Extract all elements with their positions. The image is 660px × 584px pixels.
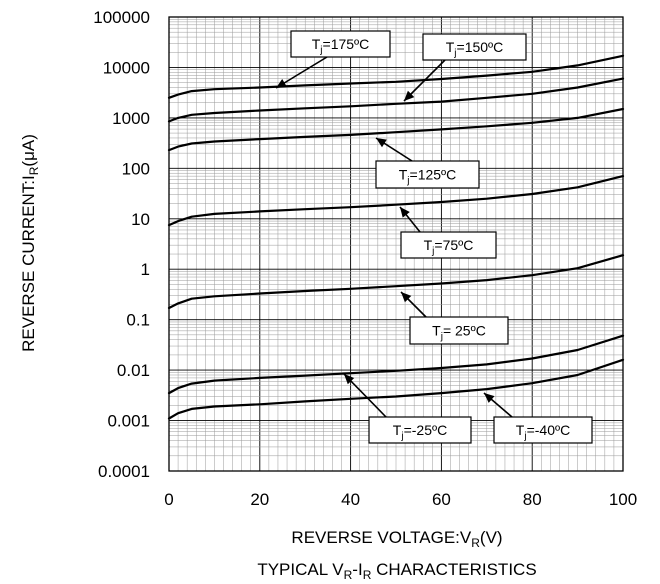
series-label-t: T xyxy=(424,237,433,253)
x-axis-title: REVERSE VOLTAGE:VR(V) xyxy=(291,528,502,550)
x-axis-title-unit: (V) xyxy=(480,528,503,547)
series-label-t: T xyxy=(432,323,441,339)
callout-box xyxy=(368,416,472,444)
series-label-value: =-40ºC xyxy=(527,422,571,438)
caption-sub-2: R xyxy=(363,568,372,582)
callout-box xyxy=(409,316,509,345)
callout-arrowhead xyxy=(404,90,415,101)
y-tick-label: 0.1 xyxy=(126,311,150,330)
series-callout: Tj=175ºC xyxy=(275,30,391,89)
series-label: Tj=150ºC xyxy=(446,39,504,59)
series-line xyxy=(167,334,625,395)
series-callout: Tj=125ºC xyxy=(375,137,480,189)
x-tick-label: 100 xyxy=(609,490,637,509)
y-tick-label: 100 xyxy=(122,159,150,178)
series-line xyxy=(167,54,625,99)
series-line xyxy=(167,107,625,152)
series-label: Tj=125ºC xyxy=(399,167,457,187)
y-axis-title: REVERSE CURRENT:IR(μA) xyxy=(19,134,41,352)
x-tick-label: 20 xyxy=(250,490,269,509)
series-label-sub: j xyxy=(319,45,322,56)
x-tick-label: 0 xyxy=(164,490,173,509)
series-label-t: T xyxy=(393,422,402,438)
x-tick-label: 40 xyxy=(341,490,360,509)
series-label: Tj=-40ºC xyxy=(516,422,570,442)
series-label-value: =150ºC xyxy=(457,39,504,55)
x-axis-title-main: REVERSE VOLTAGE:V xyxy=(291,528,471,547)
series-label-value: =175ºC xyxy=(323,36,370,52)
y-tick-label: 1 xyxy=(141,260,150,279)
y-tick-label: 100000 xyxy=(93,8,150,27)
series-label-value: = 25ºC xyxy=(443,323,486,339)
series-callout: Tj= 25ºC xyxy=(400,291,509,345)
series-label-value: =125ºC xyxy=(410,167,457,183)
series-lines xyxy=(167,54,625,420)
series-label-sub: j xyxy=(440,332,443,343)
series-label-sub: j xyxy=(431,246,434,257)
series-label-value: =75ºC xyxy=(434,237,473,253)
series-callout: Tj=75ºC xyxy=(399,206,497,259)
callout-box xyxy=(400,231,497,259)
series-label-t: T xyxy=(516,422,525,438)
series-label: Tj=75ºC xyxy=(424,237,474,257)
series-line xyxy=(167,175,625,227)
callout-leader xyxy=(343,373,387,418)
series-label-t: T xyxy=(446,39,455,55)
series-label-sub: j xyxy=(523,431,526,442)
x-tick-label: 60 xyxy=(432,490,451,509)
series-label-t: T xyxy=(312,36,321,52)
caption-mid: -I xyxy=(352,560,362,579)
callout-arrowhead xyxy=(276,79,287,88)
callout-box xyxy=(422,33,527,61)
series-line xyxy=(167,358,625,420)
x-tick-label: 80 xyxy=(523,490,542,509)
y-axis-title-main: REVERSE CURRENT:I xyxy=(19,175,38,352)
y-tick-label: 10000 xyxy=(103,58,150,77)
chart-caption: TYPICAL VR-IR CHARACTERISTICS xyxy=(257,560,536,582)
callout-box xyxy=(375,160,480,189)
caption-post: CHARACTERISTICS xyxy=(371,560,536,579)
series-label-sub: j xyxy=(400,431,403,442)
axis-ticks: 0 20 40 60 80 100 0.0001 0.001 0.01 0.1 1 10 100 1000… xyxy=(93,8,637,509)
y-tick-label: 0.0001 xyxy=(98,462,150,481)
caption-pre: TYPICAL V xyxy=(257,560,344,579)
grid xyxy=(168,17,624,472)
series-label-t: T xyxy=(399,167,408,183)
series-label: Tj=175ºC xyxy=(312,36,370,56)
callout-arrowhead xyxy=(484,393,495,403)
series-label-sub: j xyxy=(406,176,409,187)
y-tick-label: 10 xyxy=(131,210,150,229)
series-line xyxy=(167,77,625,123)
series-label: Tj= 25ºC xyxy=(432,323,486,343)
series-label: Tj=-25ºC xyxy=(393,422,447,442)
series-callout: Tj=150ºC xyxy=(403,33,527,102)
series-line xyxy=(167,254,625,310)
series-label-value: =-25ºC xyxy=(404,422,448,438)
callout-box xyxy=(290,30,391,58)
callout-arrowhead xyxy=(401,292,412,303)
y-tick-label: 0.01 xyxy=(117,361,150,380)
callout-arrowhead xyxy=(376,138,387,148)
callout-box xyxy=(493,416,593,444)
x-axis-title-sub: R xyxy=(471,536,480,550)
callout-arrowhead xyxy=(344,374,355,385)
y-tick-label: 0.001 xyxy=(107,412,150,431)
series-callout: Tj=-25ºC xyxy=(343,373,472,444)
series-label-sub: j xyxy=(453,48,456,59)
callout-arrowhead xyxy=(400,207,410,218)
y-axis-title-sub: R xyxy=(27,166,41,175)
series-callout: Tj=-40ºC xyxy=(483,392,593,444)
y-tick-label: 1000 xyxy=(112,109,150,128)
plot-frame xyxy=(168,16,624,472)
caption-sub-1: R xyxy=(344,568,353,582)
y-axis-title-unit: (μA) xyxy=(19,134,38,166)
